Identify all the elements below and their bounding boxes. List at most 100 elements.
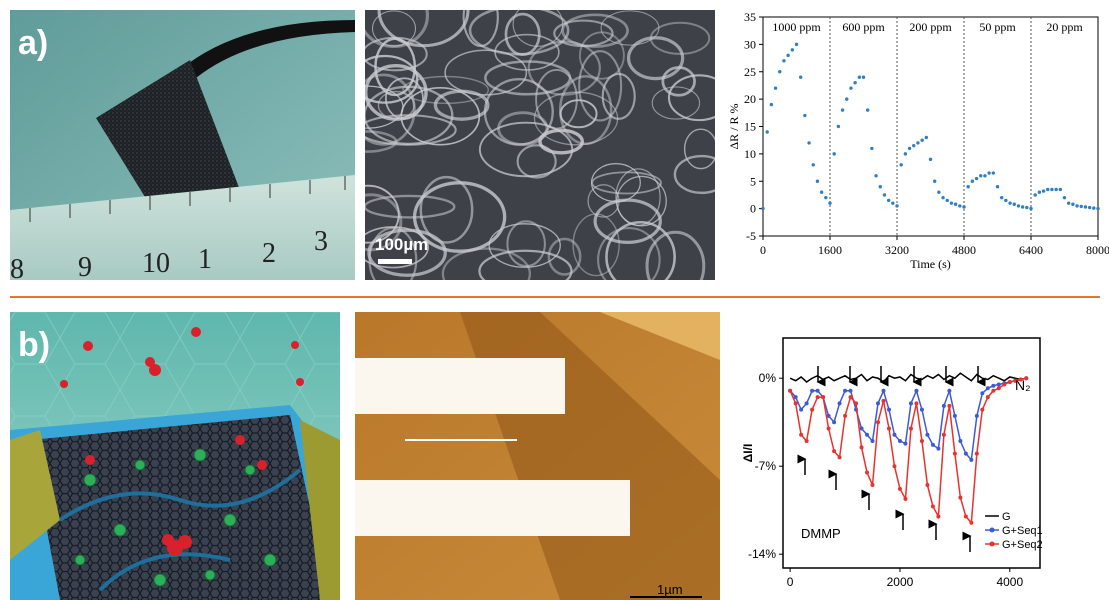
x-tick-label: 8000 xyxy=(1086,243,1109,257)
series-marker xyxy=(799,433,803,437)
y-tick-label: 0 xyxy=(750,202,756,216)
series-marker xyxy=(849,389,853,393)
data-point xyxy=(941,196,944,199)
data-point xyxy=(1025,206,1028,209)
scale-bar-label: 100µm xyxy=(375,235,428,254)
data-point xyxy=(879,185,882,188)
data-point xyxy=(912,144,915,147)
legend-marker xyxy=(990,542,995,547)
series-marker xyxy=(914,401,918,405)
data-point xyxy=(1092,206,1095,209)
series-marker xyxy=(931,504,935,508)
data-point xyxy=(778,70,781,73)
data-point xyxy=(1042,189,1045,192)
data-point xyxy=(983,174,986,177)
data-point xyxy=(937,191,940,194)
data-point xyxy=(765,130,768,133)
series-marker xyxy=(865,433,869,437)
series-marker xyxy=(832,420,836,424)
y-tick-label: 10 xyxy=(744,147,756,161)
series-marker xyxy=(832,449,836,453)
ruler-label: 10 xyxy=(142,248,170,279)
series-marker xyxy=(969,521,973,525)
annotation: 600 ppm xyxy=(842,20,885,34)
y-axis-label: ΔI/I xyxy=(741,444,755,463)
series-marker xyxy=(980,391,984,395)
series-marker xyxy=(788,389,792,393)
series-marker xyxy=(881,399,885,403)
series-marker xyxy=(805,439,809,443)
series-marker xyxy=(986,386,990,390)
data-point xyxy=(933,180,936,183)
y-tick-label: -14% xyxy=(748,547,776,561)
data-point xyxy=(925,136,928,139)
series-marker xyxy=(794,401,798,405)
data-point xyxy=(849,86,852,89)
scale-bar-label: 1µm xyxy=(657,582,683,597)
sem-image: 100µm xyxy=(332,0,730,300)
data-point xyxy=(887,199,890,202)
data-point xyxy=(824,196,827,199)
data-point xyxy=(946,199,949,202)
series-marker xyxy=(799,408,803,412)
series-marker xyxy=(903,497,907,501)
series-marker xyxy=(810,408,814,412)
data-point xyxy=(1080,205,1083,208)
data-point xyxy=(786,54,789,57)
series-marker xyxy=(1008,380,1012,384)
series-marker xyxy=(810,389,814,393)
y-tick-label: 30 xyxy=(744,37,756,51)
series-marker xyxy=(860,426,864,430)
series-marker xyxy=(958,496,962,500)
x-tick-label: 0 xyxy=(760,243,766,257)
data-point xyxy=(1067,201,1070,204)
scale-bar xyxy=(630,596,702,598)
series-marker xyxy=(876,401,880,405)
y-tick-label: -5 xyxy=(746,229,756,243)
scale-bar xyxy=(378,259,412,264)
data-point xyxy=(979,174,982,177)
series-marker xyxy=(871,439,875,443)
data-point xyxy=(862,76,865,79)
page: {"figure":{"panel_a":{"label":"a)","scal… xyxy=(0,0,1109,600)
series-line xyxy=(790,378,1026,460)
series-marker xyxy=(991,389,995,393)
data-point xyxy=(807,141,810,144)
series-marker xyxy=(931,443,935,447)
data-point xyxy=(992,171,995,174)
series-marker xyxy=(892,433,896,437)
data-point xyxy=(966,185,969,188)
data-point xyxy=(929,158,932,161)
data-point xyxy=(883,193,886,196)
y-axis-label: ΔR / R % xyxy=(727,103,741,149)
data-point xyxy=(920,138,923,141)
data-point xyxy=(774,86,777,89)
data-point xyxy=(1017,204,1020,207)
legend-label: G xyxy=(1002,511,1011,523)
render-image: b) xyxy=(10,312,340,600)
annotation: N₂ xyxy=(1015,377,1031,393)
series-marker xyxy=(887,426,891,430)
series-marker xyxy=(843,389,847,393)
figure: 8 9 10 1 2 3 a) 100µm b) 1µm -5051015202… xyxy=(0,0,1109,600)
data-point xyxy=(828,201,831,204)
series-marker xyxy=(997,383,1001,387)
y-tick-label: 0% xyxy=(759,371,777,385)
legend-label: G+Seq2 xyxy=(1002,539,1043,551)
series-marker xyxy=(816,389,820,393)
data-point xyxy=(1033,193,1036,196)
y-tick-label: 25 xyxy=(744,65,756,79)
series-marker xyxy=(871,483,875,487)
data-point xyxy=(853,81,856,84)
data-point xyxy=(795,43,798,46)
series-marker xyxy=(865,470,869,474)
series-marker xyxy=(991,384,995,388)
series-marker xyxy=(816,395,820,399)
panel-label: a) xyxy=(18,24,48,62)
series-marker xyxy=(1002,383,1006,387)
series-marker xyxy=(898,439,902,443)
series-marker xyxy=(925,433,929,437)
data-point xyxy=(975,177,978,180)
series-marker xyxy=(997,386,1001,390)
legend-label: G+Seq1 xyxy=(1002,525,1043,537)
